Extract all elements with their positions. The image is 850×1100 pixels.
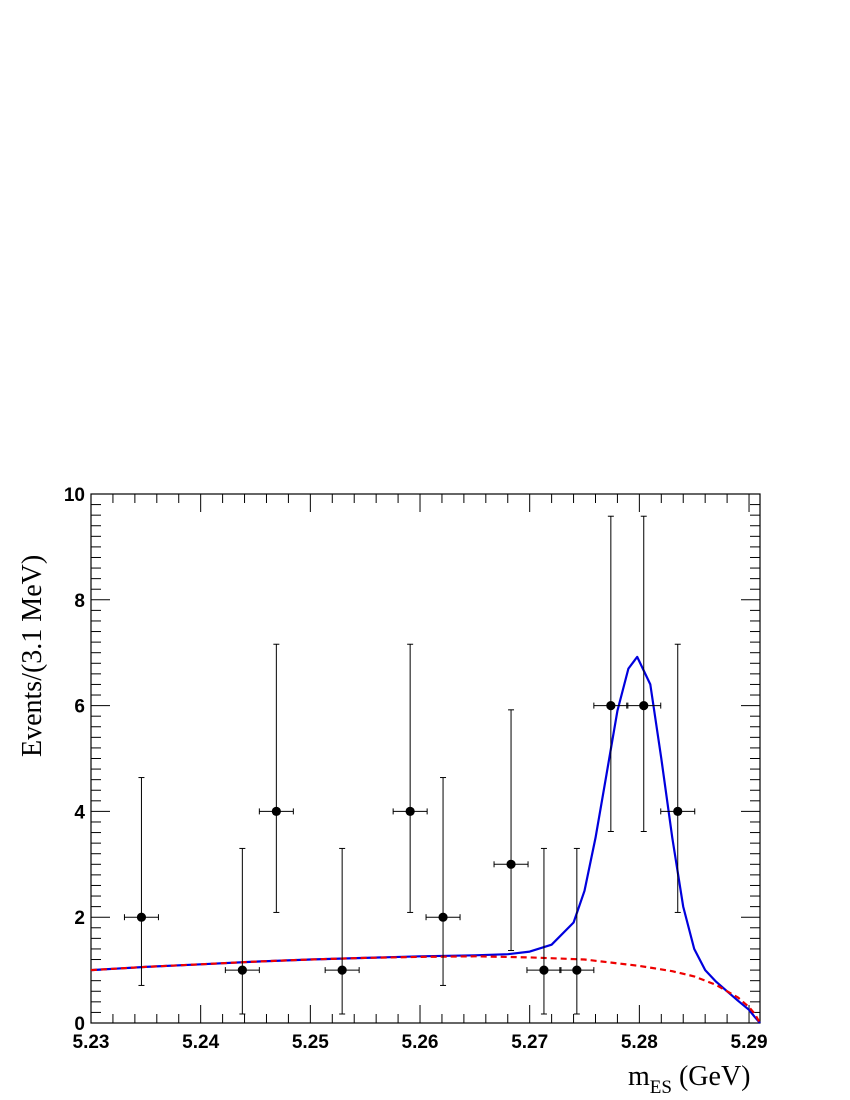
data-point: [606, 701, 616, 711]
fit-curves: [90, 655, 761, 1024]
x-tick-label: 5.24: [182, 1032, 219, 1053]
data-points: [123, 515, 696, 1015]
data-point: [639, 701, 649, 711]
data-point: [405, 806, 415, 817]
data-point: [136, 912, 147, 922]
data-point: [337, 965, 347, 975]
data-point: [506, 859, 516, 869]
y-tick-label: 0: [74, 1014, 85, 1035]
data-point: [237, 965, 247, 975]
y-tick-label: 2: [74, 908, 85, 929]
data-point: [438, 912, 448, 922]
x-tick-label: 5.29: [731, 1032, 768, 1053]
data-point: [673, 806, 683, 817]
x-tick-label: 5.26: [402, 1032, 439, 1053]
x-tick-label: 5.28: [621, 1032, 658, 1053]
y-tick-label: 4: [74, 802, 85, 823]
plot-frame: [90, 493, 761, 1024]
data-point: [271, 806, 281, 817]
y-tick-label: 10: [64, 485, 85, 506]
y-tick-label: 6: [74, 697, 85, 718]
y-axis-ticks: 0 2 4 6 8 10: [64, 485, 760, 1035]
y-tick-label: 8: [74, 591, 85, 612]
data-point: [539, 965, 549, 975]
x-axis-ticks: 5.23 5.24 5.25 5.26 5.27 5.28 5.29: [73, 494, 768, 1053]
x-tick-label: 5.23: [73, 1032, 110, 1053]
background-fit-curve: [90, 955, 761, 1024]
x-tick-label: 5.27: [511, 1032, 548, 1053]
x-tick-label: 5.25: [292, 1032, 329, 1053]
y-axis-title: Events/(3.1 MeV): [17, 555, 48, 757]
total-fit-curve: [90, 655, 761, 1024]
data-point: [572, 965, 582, 975]
x-axis-title: mES (GeV): [628, 1061, 751, 1098]
